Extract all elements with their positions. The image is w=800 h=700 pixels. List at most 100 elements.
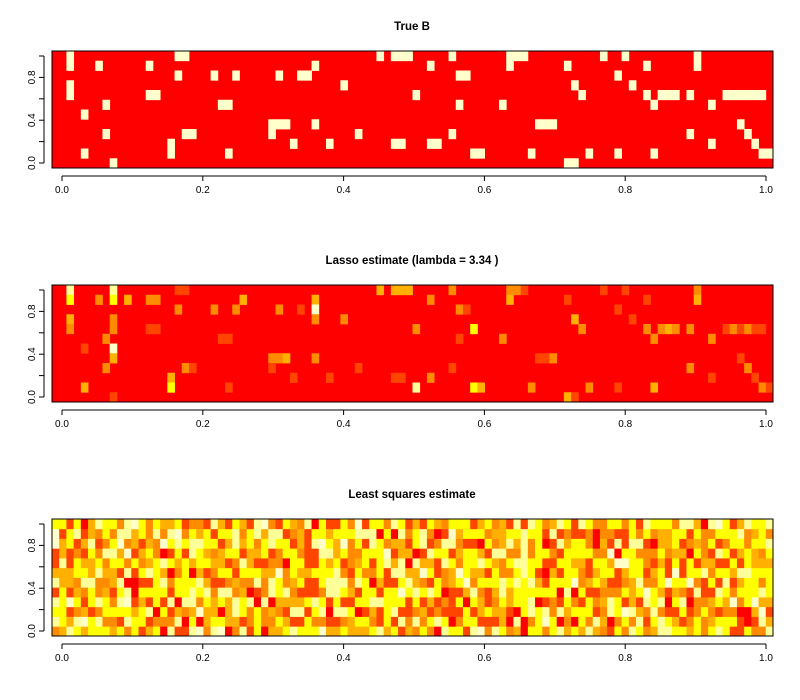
heatmap-cell: [282, 519, 291, 530]
heatmap-cell: [599, 616, 608, 627]
heatmap-cell: [556, 528, 565, 539]
heatmap-cell: [116, 626, 125, 637]
plot-frame: [51, 284, 774, 403]
heatmap-cell: [225, 528, 233, 539]
heatmap-cell: [297, 558, 305, 569]
heatmap-cell: [124, 567, 132, 578]
heatmap-cell: [506, 51, 514, 62]
heatmap-cell: [376, 597, 385, 608]
heatmap-cell: [614, 587, 622, 598]
heatmap-cell: [744, 567, 752, 578]
heatmap-cell: [700, 567, 709, 578]
heatmap-cell: [578, 548, 586, 559]
heatmap-cell: [66, 626, 75, 637]
heatmap-cell: [362, 577, 370, 588]
heatmap-cell: [325, 558, 334, 569]
heatmap-cell: [744, 558, 752, 569]
x-tick-label: 0.6: [477, 185, 491, 196]
heatmap-cell: [715, 616, 723, 627]
heatmap-cell: [333, 548, 341, 559]
heatmap-cell: [686, 587, 695, 598]
heatmap-cell: [491, 519, 500, 530]
heatmap-cell: [390, 372, 399, 383]
heatmap-cell: [426, 294, 435, 305]
heatmap-cell: [80, 597, 89, 608]
heatmap-cell: [506, 587, 514, 598]
heatmap-cells: [52, 285, 774, 403]
heatmap-cell: [499, 567, 507, 578]
heatmap-cell: [621, 538, 630, 549]
heatmap-cell: [109, 538, 118, 549]
heatmap-cell: [59, 528, 67, 539]
heatmap-cell: [102, 129, 111, 140]
heatmap-cell: [52, 597, 60, 608]
heatmap-cell: [563, 587, 572, 598]
heatmap-cell: [66, 538, 75, 549]
heatmap-cell: [116, 616, 125, 627]
heatmap-cell: [95, 616, 103, 627]
heatmap-cell: [362, 587, 370, 598]
heatmap-cell: [462, 577, 471, 588]
heatmap-cell: [102, 528, 111, 539]
heatmap-cell: [383, 528, 392, 539]
heatmap-cell: [210, 577, 219, 588]
heatmap-cell: [217, 567, 226, 578]
heatmap-cell: [708, 372, 716, 383]
heatmap-cell: [181, 577, 190, 588]
heatmap-cell: [607, 577, 615, 588]
heatmap-cell: [520, 548, 529, 559]
heatmap-cell: [362, 567, 370, 578]
heatmap-cell: [722, 519, 731, 530]
heatmap-cell: [311, 616, 320, 627]
heatmap-cell: [145, 60, 154, 71]
heatmap-cell: [188, 606, 197, 617]
heatmap-cell: [563, 294, 572, 305]
heatmap-cell: [470, 626, 478, 637]
heatmap-cell: [268, 567, 276, 578]
heatmap-cell: [455, 616, 464, 627]
heatmap-cell: [679, 519, 687, 530]
heatmap-cell: [715, 626, 723, 637]
heatmap-cell: [52, 577, 60, 588]
heatmap-cell: [672, 324, 680, 335]
heatmap-cell: [174, 70, 183, 81]
heatmap-cell: [419, 519, 428, 530]
heatmap-cell: [145, 577, 154, 588]
heatmap-cell: [578, 626, 586, 637]
heatmap-cell: [751, 616, 759, 627]
heatmap-cell: [116, 577, 125, 588]
heatmap-cell: [80, 548, 89, 559]
heatmap-cell: [347, 616, 356, 627]
heatmap-cell: [520, 519, 529, 530]
heatmap-cell: [441, 538, 449, 549]
heatmap-cell: [297, 597, 305, 608]
heatmap-cell: [304, 538, 312, 549]
heatmap-cell: [700, 519, 709, 530]
heatmap-cell: [174, 597, 183, 608]
heatmap-cell: [88, 558, 96, 569]
heatmap-cell: [152, 519, 161, 530]
heatmap-cell: [80, 606, 89, 617]
heatmap-cell: [736, 616, 745, 627]
heatmap-cell: [354, 548, 363, 559]
heatmap-cell: [455, 597, 464, 608]
heatmap-cell: [80, 567, 89, 578]
heatmap-cell: [369, 558, 377, 569]
heatmap-cell: [261, 626, 269, 637]
heatmap-cell: [499, 538, 507, 549]
heatmap-cell: [376, 558, 385, 569]
heatmap-cell: [563, 626, 572, 637]
heatmap-cell: [636, 567, 644, 578]
heatmap-cell: [426, 548, 435, 559]
heatmap-cell: [585, 587, 594, 598]
heatmap-cell: [650, 616, 659, 627]
heatmap-cell: [80, 148, 89, 159]
heatmap-cell: [470, 606, 478, 617]
heatmap-cell: [549, 519, 558, 530]
heatmap-cell: [607, 528, 615, 539]
heatmap-cell: [203, 626, 212, 637]
heatmap-cell: [693, 558, 702, 569]
heatmap-cell: [664, 519, 673, 530]
heatmap-cell: [571, 80, 579, 91]
heatmap-cell: [210, 304, 219, 315]
